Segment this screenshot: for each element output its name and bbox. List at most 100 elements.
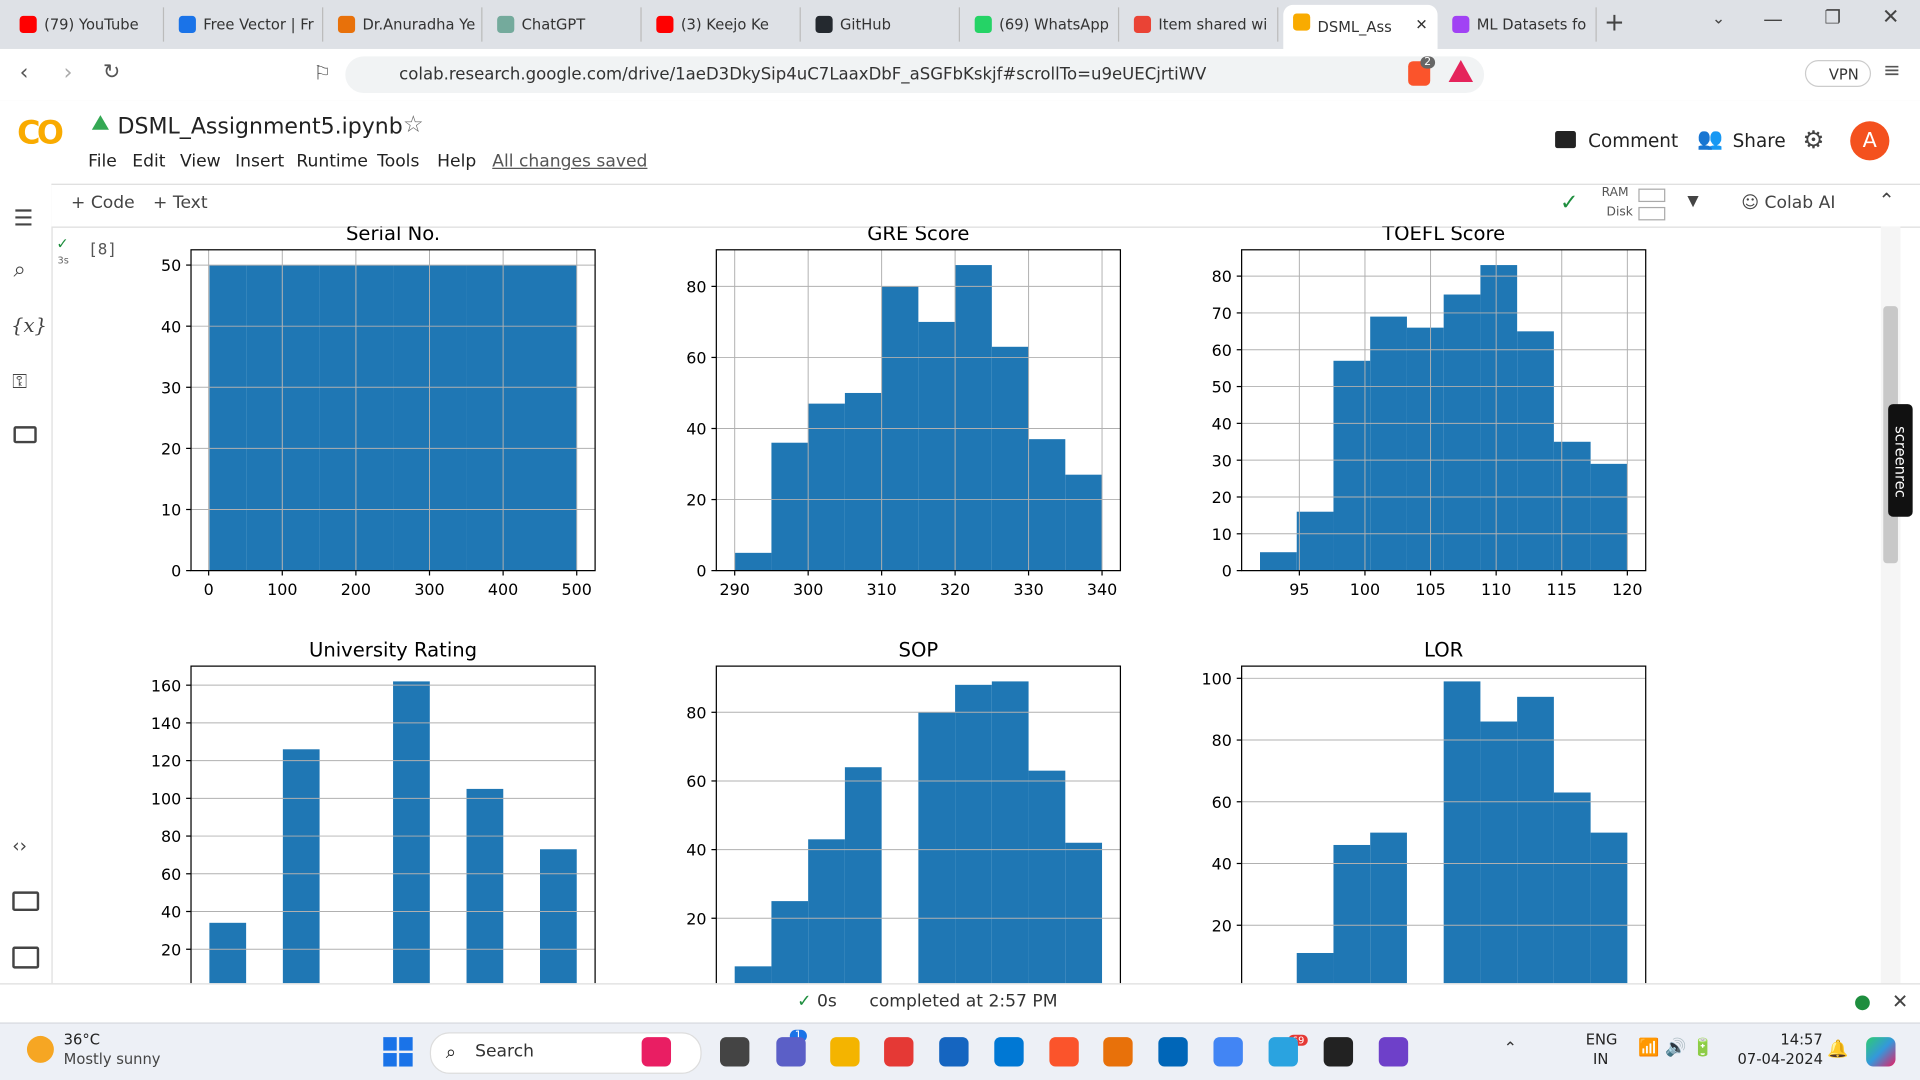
tab-favicon [1133, 15, 1152, 34]
histogram-bar [1517, 696, 1554, 984]
share-button[interactable]: Share [1732, 129, 1786, 152]
files-icon[interactable] [13, 426, 37, 444]
start-button[interactable] [383, 1037, 413, 1067]
histogram-bar [1590, 463, 1628, 571]
taskbar-app[interactable] [1049, 1037, 1079, 1067]
x-tick-label: 115 [1547, 580, 1577, 599]
menu-item[interactable]: Edit [132, 151, 166, 172]
weather[interactable]: Mostly sunny [63, 1050, 161, 1068]
snippets-icon[interactable]: ‹› [12, 835, 27, 858]
browser-tab[interactable]: GitHub [806, 7, 961, 42]
browser-tab[interactable]: Item shared wi [1124, 7, 1279, 42]
region[interactable]: IN [1593, 1050, 1609, 1068]
copilot[interactable] [1866, 1037, 1896, 1067]
menu-item[interactable]: Help [437, 151, 477, 172]
language[interactable]: ENG [1585, 1031, 1618, 1049]
menu-item[interactable]: File [88, 151, 117, 172]
histogram-bar [1028, 439, 1066, 571]
vpn-button[interactable]: VPN [1804, 60, 1872, 87]
clock-date[interactable]: 07-04-2024 [1737, 1050, 1823, 1068]
toc-icon[interactable]: ☰ [13, 205, 34, 232]
close-status[interactable]: ✕ [1891, 989, 1909, 1013]
tab-list[interactable]: ⌄ [1711, 9, 1726, 29]
new-tab[interactable]: + [1604, 7, 1625, 37]
menu-item[interactable]: Tools [377, 151, 420, 172]
runtime-dropdown[interactable]: ▼ [1687, 192, 1699, 210]
url-box[interactable]: colab.research.google.com/drive/1aeD3Dky… [345, 56, 1485, 94]
temperature[interactable]: 36°C [63, 1031, 100, 1049]
browser-menu[interactable]: ≡ [1883, 58, 1901, 84]
menu-item[interactable]: Runtime [296, 151, 368, 172]
notifications[interactable]: 🔔 [1826, 1039, 1849, 1060]
browser-tab[interactable]: Free Vector | Fr [169, 7, 324, 42]
screenrec-tab[interactable]: screenrec [1888, 404, 1913, 517]
notebook-title[interactable]: DSML_Assignment5.ipynb [117, 113, 403, 140]
taskbar-app[interactable] [1268, 1037, 1298, 1067]
colab-logo[interactable]: CO [17, 115, 64, 152]
taskbar-app[interactable] [994, 1037, 1024, 1067]
histogram-bar [1443, 681, 1481, 984]
command-palette[interactable] [12, 891, 40, 912]
browser-tab[interactable]: (69) WhatsApp [965, 7, 1120, 42]
browser-tab[interactable]: (3) Keejo Ke [647, 7, 801, 42]
taskbar-app[interactable] [776, 1037, 806, 1067]
taskbar-app[interactable] [830, 1037, 860, 1067]
tray-arrow[interactable]: ⌃ [1503, 1039, 1518, 1058]
taskbar-app[interactable] [1213, 1037, 1243, 1067]
comment-button[interactable]: Comment [1588, 129, 1679, 152]
collapse[interactable]: ⌃ [1878, 188, 1895, 212]
tray-icons[interactable]: 📶 🔊 🔋 [1638, 1038, 1714, 1058]
rewards-icon[interactable] [1448, 60, 1474, 83]
add-text[interactable]: + Text [153, 193, 208, 214]
add-code[interactable]: + Code [71, 193, 135, 214]
browser-tab[interactable]: DSML_Ass ✕ [1283, 4, 1438, 49]
cell-output: 0 100 200 300 400 500 0 10 20 30 40 50 Serial No. 290… [51, 227, 1880, 984]
colab-ai[interactable]: ☺ Colab AI [1741, 193, 1836, 214]
avatar[interactable]: A [1850, 121, 1890, 161]
search-icon[interactable]: ⌕ [13, 257, 26, 283]
forward[interactable]: › [63, 60, 73, 86]
restore[interactable]: ❐ [1824, 6, 1841, 29]
x-tick-label: 340 [1087, 580, 1117, 599]
browser-tab[interactable]: (79) YouTube [10, 7, 165, 42]
secrets-icon[interactable]: ⚿ [12, 369, 28, 394]
histogram-bar [1028, 770, 1066, 984]
taskbar-app[interactable] [720, 1037, 750, 1067]
histogram-bar [991, 681, 1029, 984]
browser-tab[interactable]: Dr.Anuradha Ye [328, 7, 483, 42]
y-tick-label: 100 [151, 789, 181, 808]
notebook-toolbar: + Code + Text ✓ RAM Disk ▼ ☺ Colab AI ⌃ [51, 183, 1920, 228]
taskbar-app[interactable] [1103, 1037, 1133, 1067]
settings[interactable]: ⚙ [1802, 124, 1825, 155]
browser-tab[interactable]: ChatGPT [487, 7, 642, 42]
histogram-bar [503, 265, 541, 571]
elapsed-time: 0s [816, 991, 837, 1012]
taskbar-app[interactable] [884, 1037, 914, 1067]
taskbar-app[interactable] [1378, 1037, 1409, 1067]
back[interactable]: ‹ [19, 60, 29, 86]
close-window[interactable]: ✕ [1882, 4, 1900, 30]
taskbar-app[interactable] [1323, 1037, 1354, 1067]
reload[interactable]: ↻ [102, 60, 121, 85]
y-tick-label: 40 [686, 420, 706, 439]
taskbar-app[interactable] [1158, 1037, 1188, 1067]
taskbar-app[interactable] [939, 1037, 969, 1067]
y-tick-label: 120 [151, 752, 181, 771]
menu-item[interactable]: View [180, 151, 221, 172]
menu-item[interactable]: Insert [235, 151, 285, 172]
x-tick-label: 120 [1612, 580, 1642, 599]
taskbar-app[interactable] [641, 1037, 672, 1067]
histogram-bar [1296, 952, 1334, 984]
variables-icon[interactable]: {x} [11, 313, 48, 337]
terminal-icon[interactable] [12, 946, 40, 969]
y-tick-label: 0 [1222, 562, 1232, 581]
star[interactable]: ☆ [402, 111, 424, 139]
save-status[interactable]: All changes saved [492, 151, 648, 172]
browser-tab[interactable]: ML Datasets fo [1442, 7, 1597, 42]
minimize[interactable]: — [1763, 7, 1783, 31]
tab-close[interactable]: ✕ [1415, 15, 1428, 34]
scrollbar[interactable] [1880, 226, 1901, 984]
clock-time[interactable]: 14:57 [1780, 1031, 1823, 1049]
bookmark[interactable]: ⚐ [313, 61, 332, 85]
